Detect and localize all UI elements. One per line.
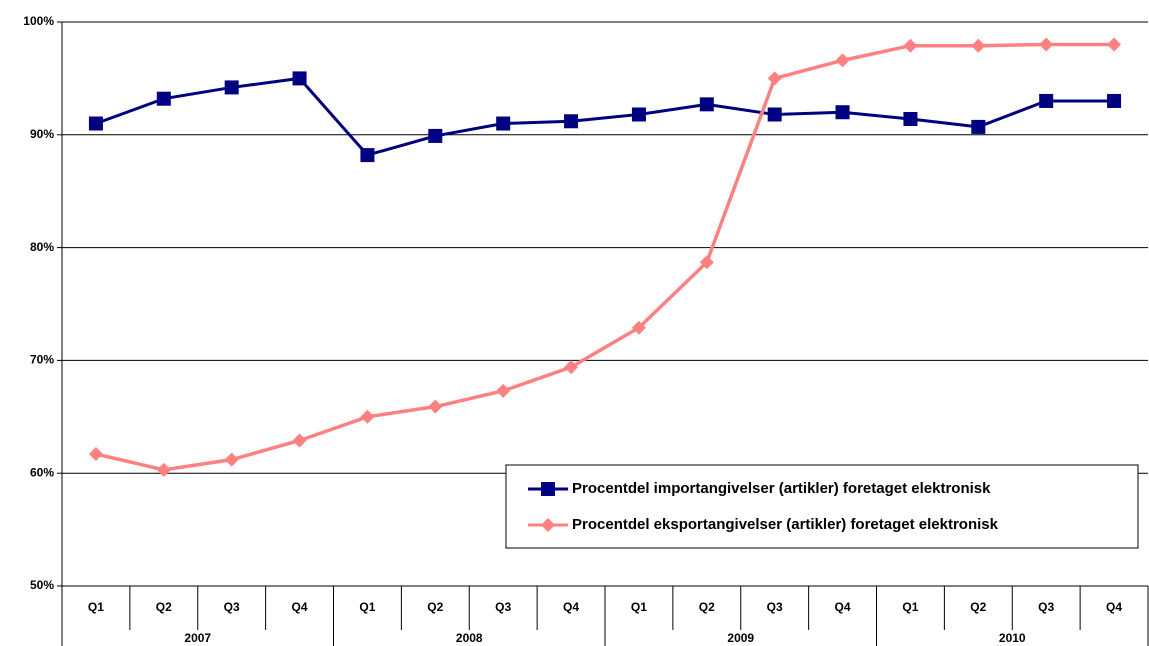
data-point — [1039, 93, 1054, 108]
legend-label: Procentdel importangivelser (artikler) f… — [572, 480, 991, 497]
data-point — [835, 105, 850, 120]
x-tick-label: Q4 — [1106, 600, 1122, 614]
x-tick-label: Q3 — [1038, 600, 1054, 614]
legend-marker — [541, 518, 555, 532]
group-label: 2007 — [184, 631, 211, 645]
data-point — [292, 71, 307, 86]
x-tick-label: Q3 — [224, 600, 240, 614]
data-point — [224, 452, 239, 467]
data-point — [292, 433, 307, 448]
group-label: 2009 — [727, 631, 754, 645]
data-point — [360, 409, 375, 424]
data-point — [428, 399, 443, 414]
group-label: 2008 — [456, 631, 483, 645]
x-tick-label: Q2 — [427, 600, 443, 614]
data-point — [767, 71, 782, 86]
y-tick-label: 80% — [30, 240, 54, 254]
data-point — [564, 360, 579, 375]
data-point — [88, 116, 103, 131]
x-tick-label: Q1 — [359, 600, 375, 614]
x-tick-label: Q3 — [767, 600, 783, 614]
x-tick-label: Q4 — [835, 600, 851, 614]
data-point — [903, 112, 918, 127]
data-point — [1039, 37, 1054, 52]
data-point — [156, 462, 171, 477]
x-tick-label: Q1 — [631, 600, 647, 614]
x-tick-label: Q4 — [292, 600, 308, 614]
series-line — [95, 76, 1115, 157]
data-point — [496, 116, 511, 131]
y-tick-label: 60% — [30, 465, 54, 479]
x-tick-label: Q3 — [495, 600, 511, 614]
data-point — [224, 80, 239, 95]
data-point — [971, 119, 986, 134]
data-point — [156, 91, 171, 106]
x-tick-label: Q4 — [563, 600, 579, 614]
y-tick-label: 90% — [30, 127, 54, 141]
data-point — [699, 255, 714, 270]
data-point — [631, 107, 646, 122]
data-point — [903, 38, 918, 53]
legend-label: Procentdel eksportangivelser (artikler) … — [572, 516, 999, 533]
legend-box — [505, 464, 1139, 549]
data-point — [767, 107, 782, 122]
x-tick-label: Q2 — [156, 600, 172, 614]
data-point — [564, 114, 579, 129]
x-tick-label: Q2 — [699, 600, 715, 614]
data-point — [496, 383, 511, 398]
y-tick-label: 70% — [30, 353, 54, 367]
x-tick-label: Q2 — [970, 600, 986, 614]
data-point — [1107, 37, 1122, 52]
data-point — [360, 148, 375, 163]
data-point — [1107, 93, 1122, 108]
series-line — [95, 42, 1115, 472]
data-point — [428, 128, 443, 143]
data-point — [88, 447, 103, 462]
y-tick-label: 50% — [30, 578, 54, 592]
data-point — [971, 38, 986, 53]
y-tick-label: 100% — [23, 14, 54, 28]
x-tick-label: Q1 — [88, 600, 104, 614]
group-label: 2010 — [999, 631, 1026, 645]
legend-marker — [541, 482, 555, 496]
x-tick-label: Q1 — [902, 600, 918, 614]
data-point — [631, 320, 646, 335]
data-point — [699, 97, 714, 112]
data-point — [835, 53, 850, 68]
